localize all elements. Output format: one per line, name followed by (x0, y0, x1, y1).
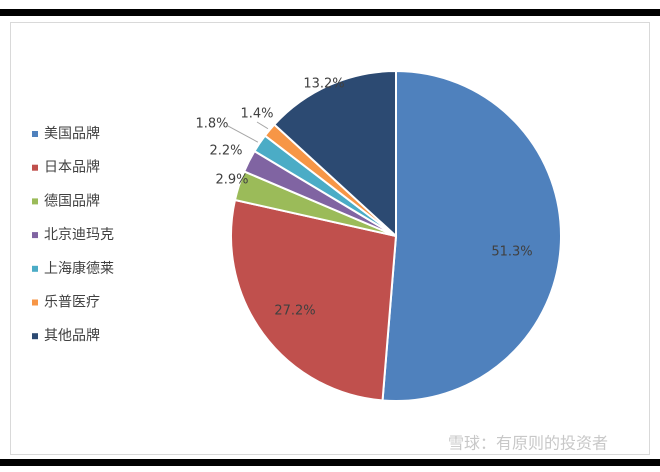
data-label: 2.2% (209, 144, 242, 159)
legend-swatch (32, 198, 38, 205)
legend-label: 北京迪玛克 (44, 227, 114, 243)
legend-label: 日本品牌 (44, 159, 100, 176)
legend-label: 上海康德莱 (44, 260, 114, 277)
pie-slice (381, 69, 562, 402)
legend-label: 其他品牌 (44, 327, 100, 344)
legend-swatch (32, 232, 38, 239)
data-label: 13.2% (303, 77, 344, 92)
legend-swatch (32, 265, 38, 272)
legend-label: 美国品牌 (44, 125, 100, 142)
top-border (0, 9, 660, 16)
legend-swatch (32, 299, 38, 306)
data-label: 51.3% (491, 245, 532, 260)
leader-line (227, 125, 259, 143)
pie-slice (230, 198, 398, 402)
data-label: 2.9% (215, 173, 248, 188)
pie-slice (272, 69, 397, 239)
legend-label: 乐普医疗 (44, 295, 100, 311)
legend-swatch (32, 164, 38, 171)
legend-label: 德国品牌 (44, 192, 100, 209)
data-label: 1.8% (195, 117, 228, 132)
bottom-border (0, 459, 660, 466)
watermark: 雪球：有原则的投资者 (448, 434, 608, 453)
data-label: 27.2% (274, 304, 315, 319)
legend-swatch (32, 333, 38, 340)
legend-swatch (32, 131, 38, 137)
data-label: 1.4% (240, 107, 273, 122)
leader-line (256, 121, 269, 130)
